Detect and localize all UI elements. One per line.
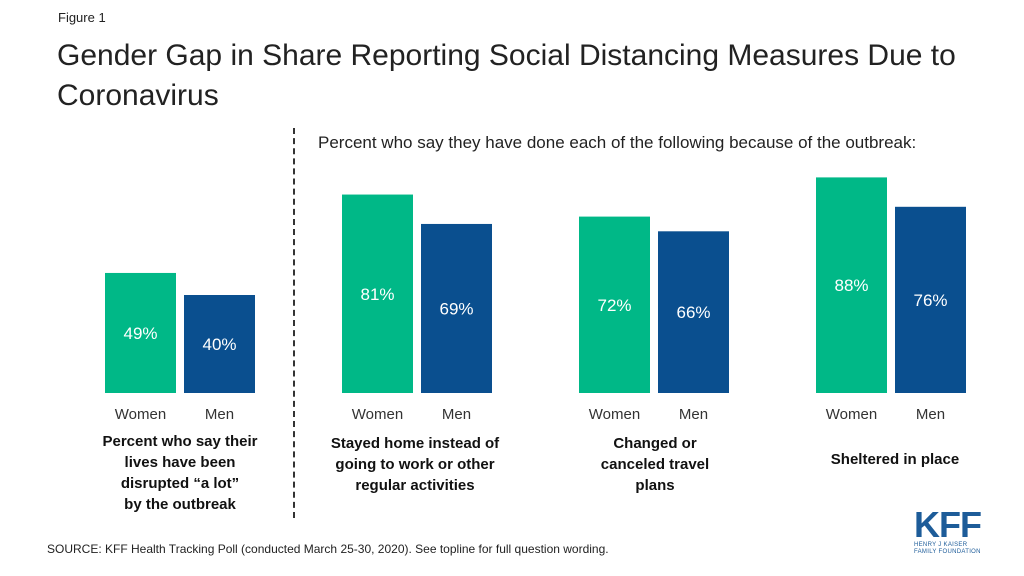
category-label: Men [442,406,471,423]
men-bar [184,295,255,393]
caption-line: lives have been [124,454,236,471]
women-bar [342,194,413,393]
women-bar [579,216,650,393]
men-bar [421,223,492,393]
caption-line: Percent who say their [102,433,258,450]
caption-line: canceled travel [600,456,710,473]
bar-value-label: 66% [676,303,710,322]
caption-line: plans [635,477,675,494]
bar-value-label: 40% [202,335,236,354]
men-bar [658,231,729,393]
logo-line: Family Foundation [914,549,981,555]
category-label: Men [679,406,708,423]
caption-line: disrupted “a lot” [120,475,240,492]
bar-value-label: 72% [597,296,631,315]
figure-label: Figure 1 [58,10,106,25]
category-label: Men [205,406,234,423]
caption-line: Stayed home instead of [330,435,500,452]
group-caption-sheltered: Sheltered in place [800,449,990,470]
caption-line: Changed or [613,435,697,452]
group-caption-stayed-home: Stayed home instead of going to work or … [310,433,520,496]
chart-subtitle: Percent who say they have done each of t… [318,133,917,152]
group-caption-travel: Changed or canceled travel plans [565,433,745,496]
caption-line: Sheltered in place [830,451,960,468]
bar-value-label: 69% [439,299,473,318]
women-bar [105,272,176,393]
bar-value-label: 76% [913,291,947,310]
bar-value-label: 49% [123,324,157,343]
category-label: Women [826,406,877,423]
kff-logo: KFF Henry J Kaiser Family Foundation [914,504,994,556]
category-label: Men [916,406,945,423]
women-bar [816,177,887,393]
category-label: Women [115,406,166,423]
caption-line: regular activities [355,477,475,494]
caption-line: going to work or other [335,456,495,473]
source-note: SOURCE: KFF Health Tracking Poll (conduc… [47,542,609,556]
group-caption-disrupted: Percent who say their lives have been di… [80,431,280,515]
category-label: Women [352,406,403,423]
bar-value-label: 88% [834,276,868,295]
logo-line: Henry J Kaiser [914,542,968,548]
category-label: Women [589,406,640,423]
caption-line: by the outbreak [124,496,236,513]
bar-value-label: 81% [360,285,394,304]
chart-title: Gender Gap in Share Reporting Social Dis… [57,39,956,112]
logo-wordmark: KFF [914,504,982,545]
dashed-divider [293,128,295,518]
men-bar [895,206,966,393]
